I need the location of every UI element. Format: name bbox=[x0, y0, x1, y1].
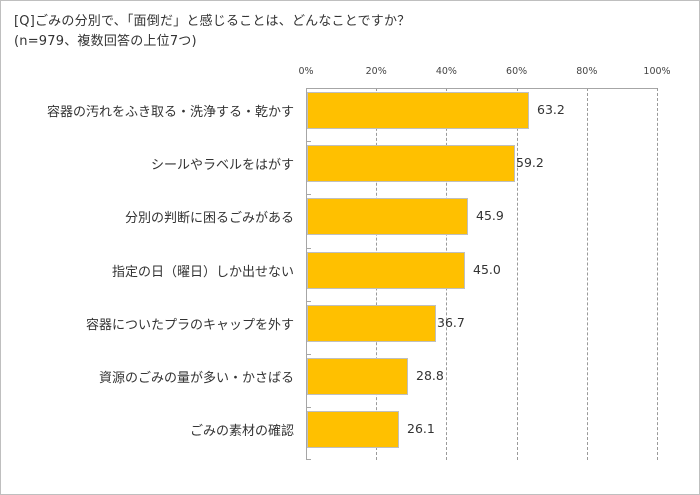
bar bbox=[307, 358, 408, 395]
y-axis bbox=[306, 88, 307, 460]
category-label: 分別の判断に困るごみがある bbox=[124, 211, 294, 226]
x-tick-label: 20% bbox=[365, 66, 387, 77]
plot-top-border bbox=[306, 88, 657, 89]
y-tick bbox=[306, 194, 311, 195]
category-label: 容器についたプラのキャップを外す bbox=[85, 318, 294, 333]
gridline bbox=[657, 88, 658, 460]
bar bbox=[307, 92, 529, 129]
category-label: 指定の日（曜日）しか出せない bbox=[111, 265, 294, 280]
y-tick bbox=[306, 88, 311, 89]
y-tick bbox=[306, 459, 311, 460]
bar bbox=[307, 145, 515, 182]
y-tick bbox=[306, 407, 311, 408]
y-tick bbox=[306, 141, 311, 142]
value-label: 59.2 bbox=[516, 155, 544, 170]
x-tick-label: 0% bbox=[298, 66, 314, 77]
x-tick-label: 80% bbox=[576, 66, 598, 77]
value-label: 45.0 bbox=[473, 262, 501, 277]
x-tick-label: 40% bbox=[435, 66, 457, 77]
value-label: 63.2 bbox=[537, 102, 565, 117]
chart-title: [Q]ごみの分別で、「面倒だ」と感じることは、どんなことですか？ (n=979、… bbox=[14, 12, 410, 52]
category-label: シールやラベルをはがす bbox=[150, 158, 294, 173]
value-label: 26.1 bbox=[407, 421, 435, 436]
value-label: 28.8 bbox=[416, 368, 444, 383]
category-label: 容器の汚れをふき取る・洗浄する・乾かす bbox=[46, 105, 294, 120]
y-tick bbox=[306, 248, 311, 249]
chart-title-note: (n=979、複数回答の上位7つ) bbox=[14, 34, 197, 49]
bar bbox=[307, 198, 468, 235]
x-tick-label: 100% bbox=[643, 66, 671, 77]
chart-title-question: [Q]ごみの分別で、「面倒だ」と感じることは、どんなことですか？ bbox=[14, 14, 411, 29]
category-label: 資源のごみの量が多い・かさばる bbox=[98, 371, 294, 386]
y-tick bbox=[306, 354, 311, 355]
bar bbox=[307, 411, 399, 448]
bar bbox=[307, 252, 465, 289]
y-tick bbox=[306, 301, 311, 302]
gridline bbox=[517, 88, 518, 460]
bar bbox=[307, 305, 436, 342]
value-label: 36.7 bbox=[437, 315, 465, 330]
gridline bbox=[587, 88, 588, 460]
value-label: 45.9 bbox=[476, 208, 504, 223]
x-tick-label: 60% bbox=[506, 66, 528, 77]
category-label: ごみの素材の確認 bbox=[189, 424, 294, 439]
